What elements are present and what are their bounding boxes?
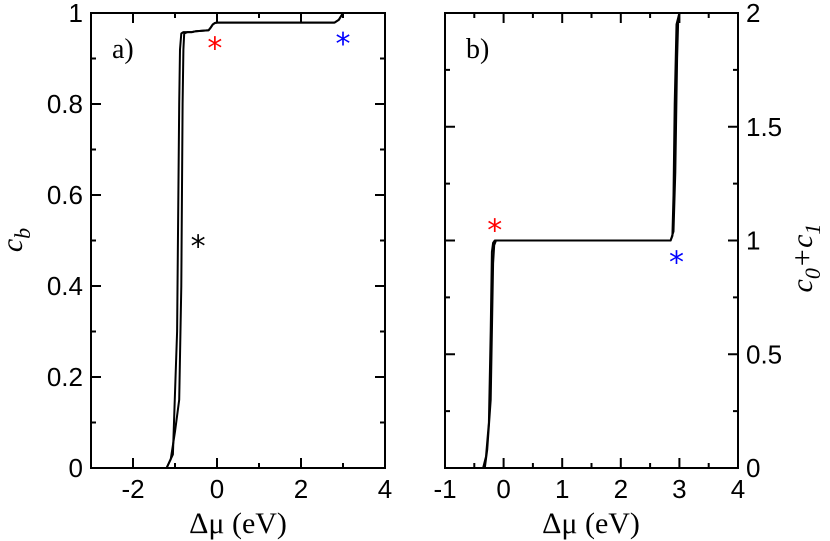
panel-a-series bbox=[165, 12, 385, 469]
series-line-2 bbox=[483, 12, 738, 469]
panel-b: -1 0 1 2 3 400.511.52 ** b) Δμ (eV) c0+c1 bbox=[433, 0, 825, 540]
panel-b-tick-labels: -1 0 1 2 3 400.511.52 bbox=[433, 0, 782, 504]
panel-a-ylabel-group: cb bbox=[0, 228, 35, 252]
panel-b-ylabel-sub0: 0 bbox=[800, 268, 825, 279]
panel-a-frame bbox=[90, 12, 386, 469]
xtick-label: 0 bbox=[210, 474, 224, 504]
ytick-label: 0.5 bbox=[746, 339, 782, 369]
xtick-label: 4 bbox=[378, 474, 392, 504]
panel-a-label: a) bbox=[112, 34, 134, 65]
xtick-label: 2 bbox=[294, 474, 308, 504]
panel-a-xlabel: Δμ (eV) bbox=[189, 507, 287, 540]
panel-b-ylabel: c bbox=[786, 279, 819, 292]
panel-b-markers: ** bbox=[487, 214, 684, 281]
ytick-label: 1 bbox=[746, 226, 760, 256]
panel-b-ylabel-sub1: 1 bbox=[800, 224, 825, 235]
star-marker: * bbox=[487, 214, 502, 249]
ytick-label: 0.6 bbox=[47, 180, 83, 210]
xtick-label: 0 bbox=[496, 474, 510, 504]
panel-a-markers: * * * bbox=[191, 27, 351, 264]
xtick-label: -1 bbox=[433, 474, 456, 504]
ytick-label: 0 bbox=[69, 453, 83, 483]
xtick-label: 1 bbox=[555, 474, 569, 504]
star-marker: * bbox=[669, 245, 684, 280]
panel-b-ylabel-group: c0+c1 bbox=[786, 224, 825, 293]
ytick-label: 0 bbox=[746, 453, 760, 483]
xtick-label: 2 bbox=[614, 474, 628, 504]
svg-text:cb: cb bbox=[0, 228, 35, 252]
xtick-label: 4 bbox=[731, 474, 745, 504]
panel-b-label: b) bbox=[466, 34, 489, 65]
series-line-2 bbox=[165, 12, 385, 469]
panel-b-series bbox=[482, 12, 738, 469]
panel-a: -2 0 2 4 0 0.2 0.4 0.6 0.8 1 * * * a) Δμ (eV) cb bbox=[0, 0, 392, 540]
panel-b-xlabel: Δμ (eV) bbox=[542, 507, 640, 540]
star-marker: * bbox=[207, 32, 222, 67]
star-marker: * bbox=[191, 230, 206, 265]
svg-text:c0+c1: c0+c1 bbox=[786, 224, 825, 293]
ytick-label: 1 bbox=[69, 0, 83, 28]
ytick-label: 2 bbox=[746, 0, 760, 28]
xtick-label: -2 bbox=[121, 474, 144, 504]
ytick-label: 0.2 bbox=[47, 362, 83, 392]
ytick-label: 0.8 bbox=[47, 89, 83, 119]
panel-a-ticks bbox=[90, 12, 386, 469]
ytick-label: 0.4 bbox=[47, 271, 83, 301]
ytick-label: 1.5 bbox=[746, 112, 782, 142]
panel-a-ylabel: c bbox=[0, 239, 29, 252]
xtick-label: 3 bbox=[672, 474, 686, 504]
panel-b-ylabel-plus: +c bbox=[786, 235, 819, 269]
star-marker: * bbox=[336, 27, 351, 62]
panel-a-ylabel-sub: b bbox=[10, 228, 35, 239]
panel-a-tick-labels: -2 0 2 4 0 0.2 0.4 0.6 0.8 1 bbox=[47, 0, 392, 504]
